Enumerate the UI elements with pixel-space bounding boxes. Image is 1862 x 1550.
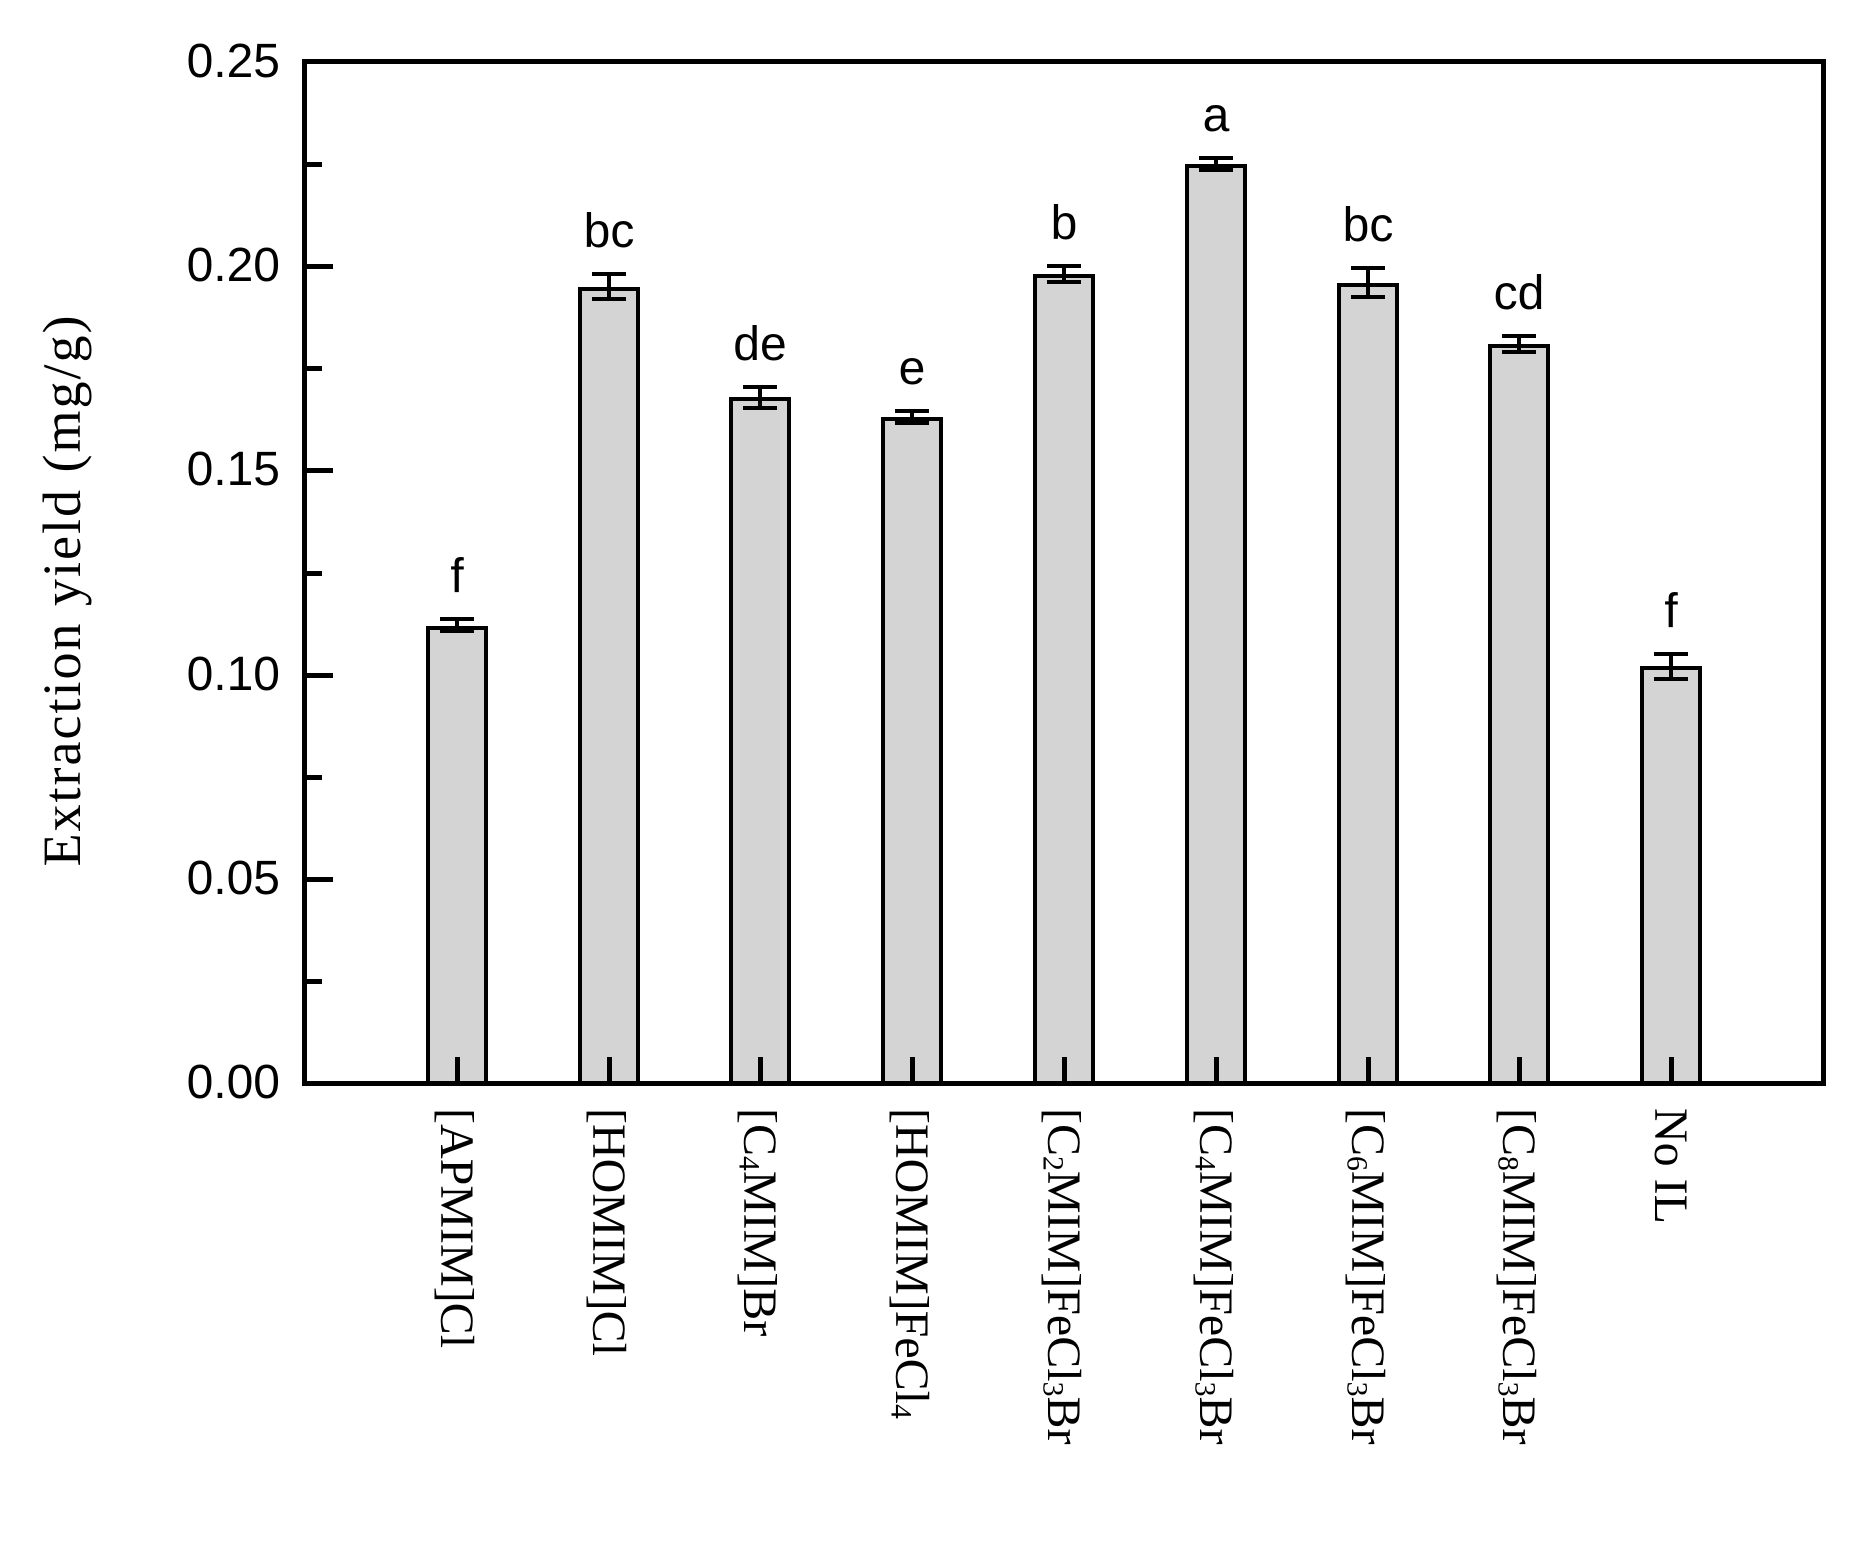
x-label-text: MIM]FeCl: [1492, 1170, 1545, 1382]
bar-[HOMIM]Cl: [578, 287, 640, 1086]
x-label-text: MIM]FeCl: [1341, 1170, 1394, 1382]
x-tick-label-[C2MIM]FeCl3Br: [C2MIM]FeCl3Br: [1036, 1108, 1090, 1444]
error-bar-[C6MIM]FeCl3Br: [1351, 266, 1385, 299]
x-label-text: Br: [1189, 1396, 1242, 1445]
x-label-text: Br: [1492, 1396, 1545, 1445]
x-label-text: [C: [1492, 1108, 1545, 1156]
significance-letter-8: cd: [1493, 267, 1545, 320]
significance-letter-5: b: [1050, 197, 1078, 250]
x-label-text: MIM]Br: [733, 1170, 786, 1337]
x-label-subscript: 8: [1491, 1156, 1525, 1171]
y-minor-tick: [307, 571, 322, 576]
x-label-text: Br: [1037, 1396, 1090, 1445]
x-label-subscript: 4: [1188, 1156, 1222, 1171]
x-tick-label-No IL: No IL: [1643, 1108, 1697, 1224]
error-line: [1366, 266, 1370, 299]
significance-letter-4: e: [898, 342, 926, 395]
x-tick-label-[C6MIM]FeCl3Br: [C6MIM]FeCl3Br: [1340, 1108, 1394, 1444]
error-line: [758, 385, 762, 410]
y-minor-tick: [307, 979, 322, 984]
x-label-text: MIM]FeCl: [1037, 1170, 1090, 1382]
y-tick-label: 0.15: [186, 443, 280, 496]
x-tick: [910, 1057, 915, 1081]
error-bar-No IL: [1654, 652, 1688, 681]
y-minor-tick: [307, 366, 322, 371]
y-tick-label: 0.25: [186, 35, 280, 88]
x-label-text: No IL: [1644, 1108, 1697, 1224]
significance-letter-7: bc: [1342, 199, 1394, 252]
bar-[C4MIM]FeCl3Br: [1185, 164, 1247, 1086]
error-bar-[C4MIM]Br: [743, 385, 777, 410]
x-label-subscript: 6: [1340, 1156, 1374, 1171]
error-bar-[C8MIM]FeCl3Br: [1502, 334, 1536, 354]
error-bar-[APMIM]Cl: [440, 617, 474, 633]
x-tick-label-[HOMIM]Cl: [HOMIM]Cl: [581, 1108, 635, 1356]
error-bar-[C2MIM]FeCl3Br: [1047, 264, 1081, 284]
bar-[C2MIM]FeCl3Br: [1033, 274, 1095, 1086]
plot-frame: [302, 59, 1826, 1086]
x-label-subscript: 2: [1036, 1156, 1070, 1171]
x-label-subscript: 3: [1188, 1381, 1222, 1397]
y-major-tick: [307, 673, 333, 678]
y-major-tick: [307, 468, 333, 473]
x-tick-label-[C4MIM]FeCl3Br: [C4MIM]FeCl3Br: [1188, 1108, 1242, 1444]
y-major-tick: [307, 264, 333, 269]
x-label-subscript: 3: [1036, 1381, 1070, 1397]
significance-letter-2: bc: [583, 205, 635, 258]
error-line: [1669, 652, 1673, 681]
x-label-text: [C: [1341, 1108, 1394, 1156]
y-minor-tick: [307, 162, 322, 167]
bar-[HOMIM]FeCl4: [881, 417, 943, 1086]
x-label-text: [C: [1037, 1108, 1090, 1156]
x-label-text: [C: [733, 1108, 786, 1156]
x-label-text: [APMIM]Cl: [430, 1108, 483, 1349]
error-bar-[HOMIM]FeCl4: [895, 409, 929, 425]
x-tick-label-[C8MIM]FeCl3Br: [C8MIM]FeCl3Br: [1491, 1108, 1545, 1444]
x-label-text: [HOMIM]Cl: [582, 1108, 635, 1356]
x-tick: [758, 1057, 763, 1081]
x-label-text: [C: [1189, 1108, 1242, 1156]
error-line: [1517, 334, 1521, 354]
bar-[APMIM]Cl: [426, 626, 488, 1086]
error-line: [1062, 264, 1066, 284]
x-tick: [1062, 1057, 1067, 1081]
error-line: [910, 409, 914, 425]
y-axis-title: Extraction yield (mg/g): [32, 313, 92, 867]
x-label-subscript: 3: [1340, 1381, 1374, 1397]
y-minor-tick: [307, 775, 322, 780]
x-tick: [607, 1057, 612, 1081]
y-tick-label: 0.05: [186, 852, 280, 905]
error-line: [455, 617, 459, 633]
error-line: [607, 272, 611, 301]
bar-[C8MIM]FeCl3Br: [1488, 344, 1550, 1086]
significance-letter-9: f: [1664, 585, 1678, 638]
error-bar-[C4MIM]FeCl3Br: [1199, 156, 1233, 172]
x-label-subscript: 4: [884, 1404, 918, 1419]
x-label-text: MIM]FeCl: [1189, 1170, 1242, 1382]
x-label-subscript: 4: [732, 1156, 766, 1171]
y-tick-label: 0.00: [186, 1056, 280, 1109]
x-tick: [1214, 1057, 1219, 1081]
error-bar-[HOMIM]Cl: [592, 272, 626, 301]
x-tick: [1366, 1057, 1371, 1081]
y-tick-label: 0.10: [186, 648, 280, 701]
x-tick: [1517, 1057, 1522, 1081]
significance-letter-1: f: [450, 550, 464, 603]
x-tick: [1669, 1057, 1674, 1081]
x-tick-label-[C4MIM]Br: [C4MIM]Br: [732, 1108, 786, 1336]
x-tick: [455, 1057, 460, 1081]
error-line: [1214, 156, 1218, 172]
y-major-tick: [307, 877, 333, 882]
x-tick-label-[HOMIM]FeCl4: [HOMIM]FeCl4: [884, 1108, 938, 1419]
x-label-text: [HOMIM]FeCl: [885, 1108, 938, 1404]
x-tick-label-[APMIM]Cl: [APMIM]Cl: [429, 1108, 483, 1348]
x-label-subscript: 3: [1491, 1381, 1525, 1397]
y-tick-label: 0.20: [186, 239, 280, 292]
bar-[C6MIM]FeCl3Br: [1337, 283, 1399, 1086]
significance-letter-3: de: [733, 318, 787, 371]
x-label-text: Br: [1341, 1396, 1394, 1445]
significance-letter-6: a: [1202, 89, 1230, 142]
bar-No IL: [1640, 666, 1702, 1086]
